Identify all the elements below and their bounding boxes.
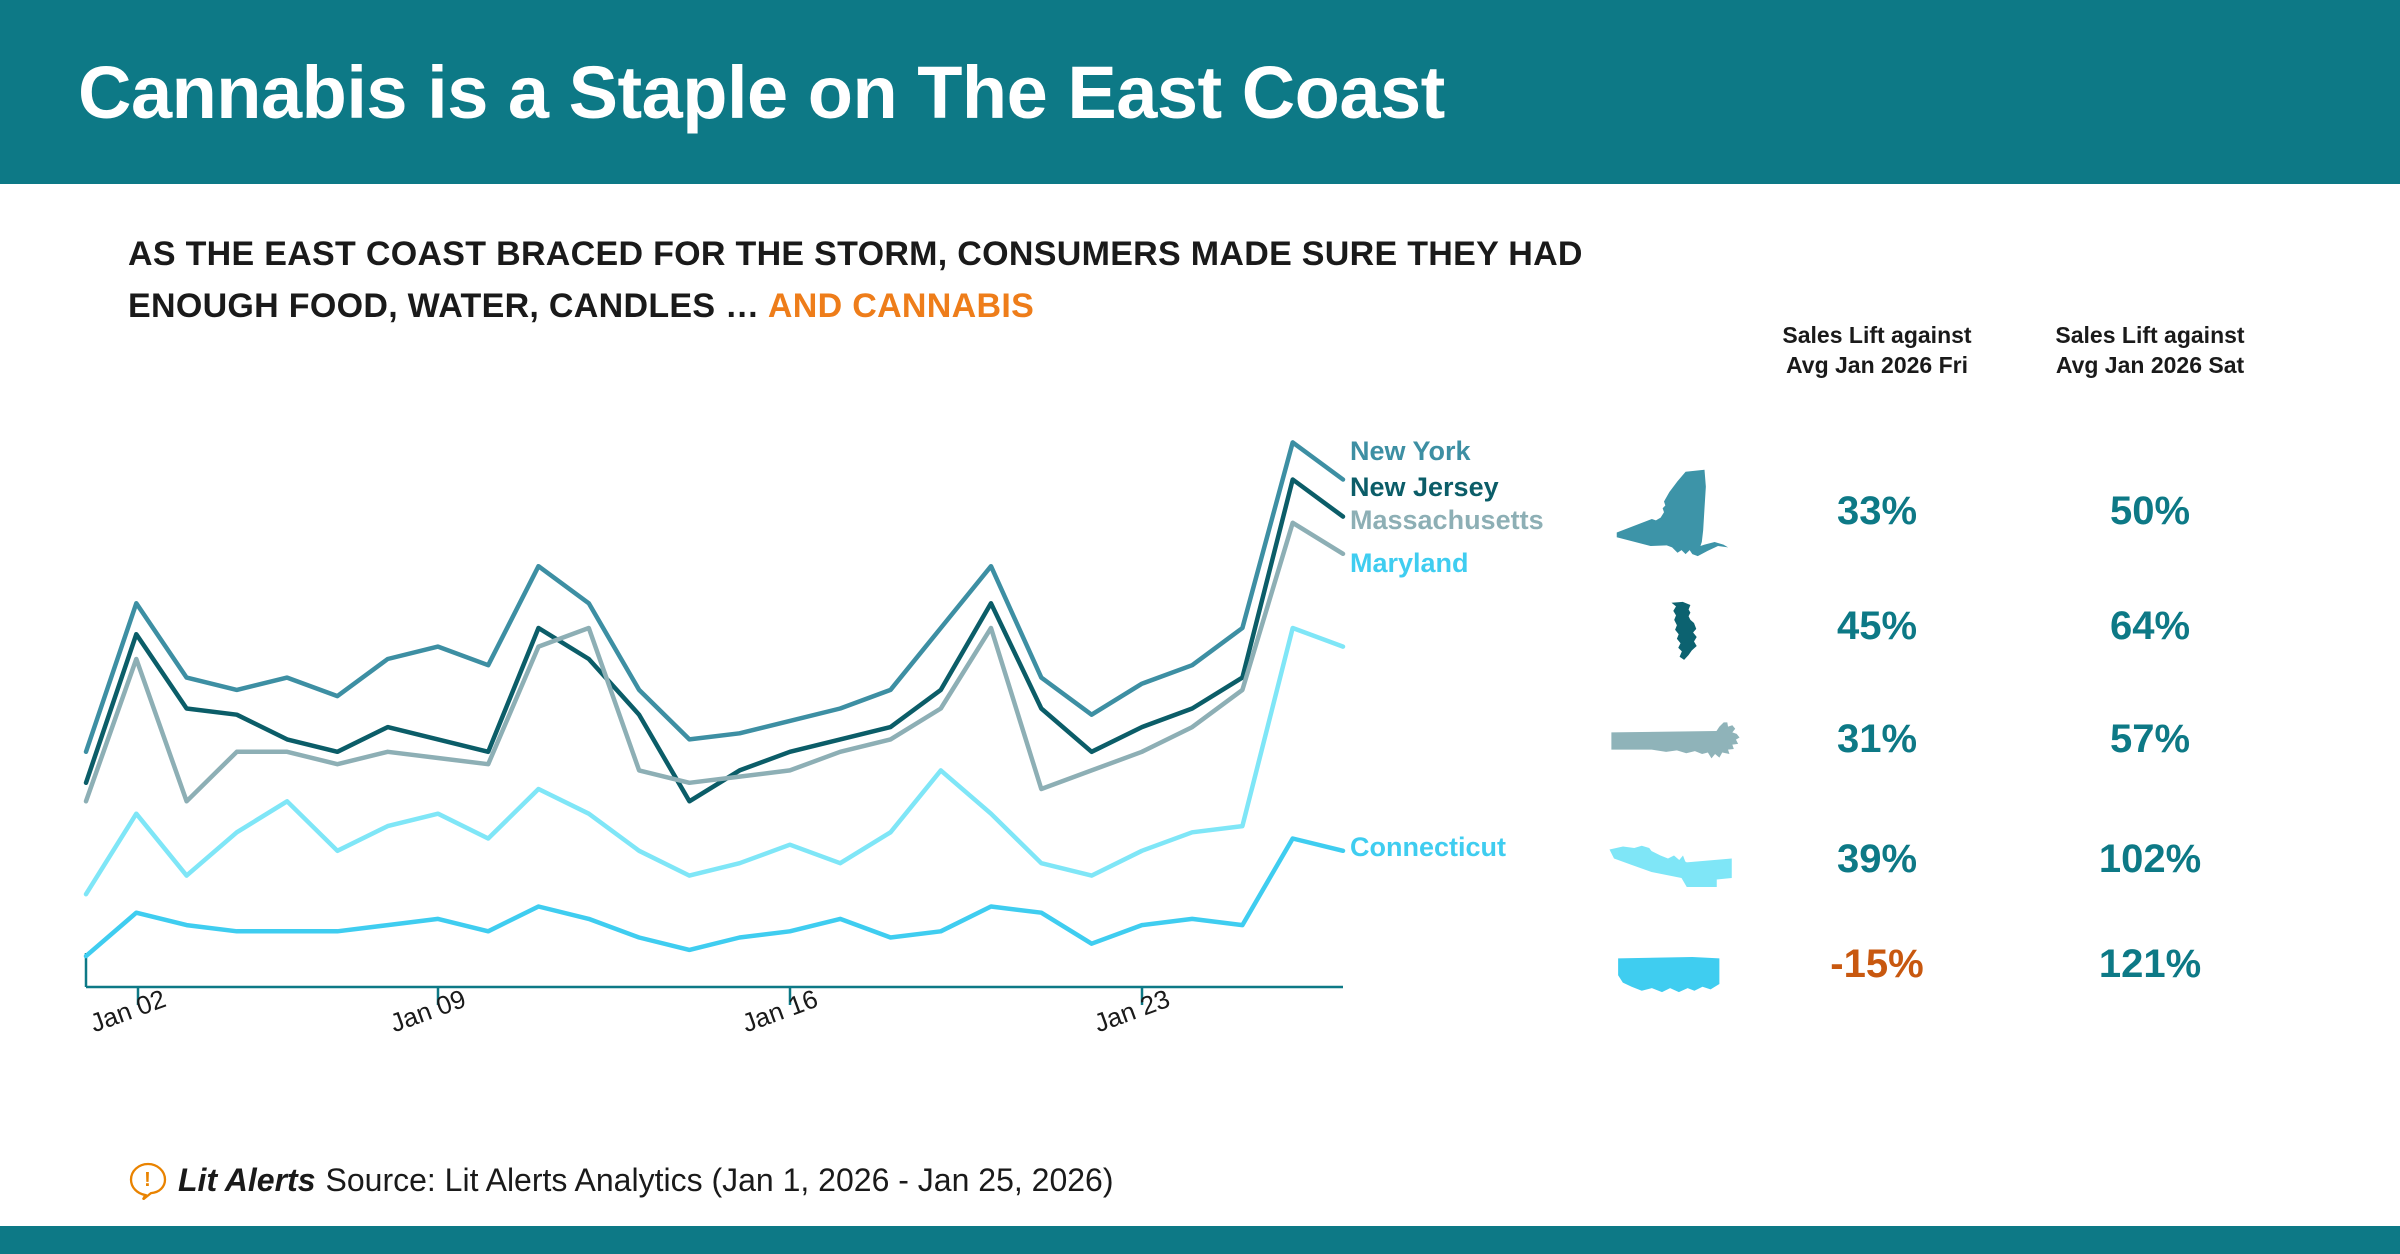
svg-text:!: !	[144, 1169, 151, 1191]
